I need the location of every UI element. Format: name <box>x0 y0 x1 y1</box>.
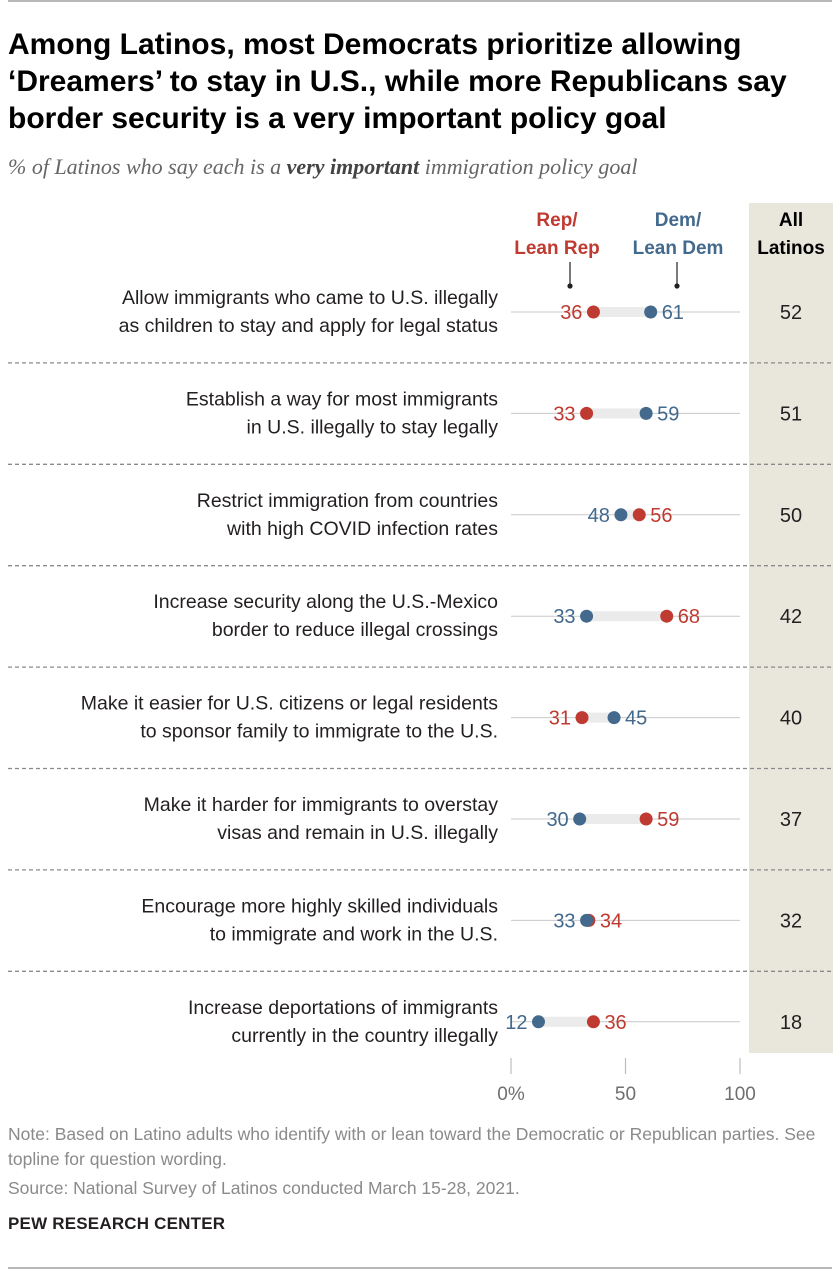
rep-value-label: 59 <box>657 809 679 831</box>
category-label-line2: to immigrate and work in the U.S. <box>210 923 498 945</box>
legend-all-line1: All <box>779 210 803 231</box>
rep-dot <box>580 406 594 420</box>
x-tick-label: 0% <box>497 1084 525 1105</box>
category-label-line1: Encourage more highly skilled individual… <box>141 895 498 917</box>
pew-logo-text: PEW RESEARCH CENTER <box>8 1214 226 1233</box>
category-label-line2: currently in the country illegally <box>231 1025 498 1047</box>
dem-dot <box>607 711 621 725</box>
category-label-line1: Make it easier for U.S. citizens or lega… <box>81 693 499 715</box>
category-label-line1: Increase deportations of immigrants <box>188 997 498 1019</box>
x-tick-label: 50 <box>615 1084 636 1105</box>
rep-dot <box>632 508 646 522</box>
dem-dot <box>580 609 594 623</box>
rep-value-label: 31 <box>549 708 571 730</box>
gap-bar <box>579 814 647 824</box>
gap-bar <box>538 1016 594 1027</box>
dem-value-label: 33 <box>553 606 575 628</box>
rep-dot <box>586 1015 600 1029</box>
category-label-line1: Restrict immigration from countries <box>197 490 498 512</box>
gap-bar <box>593 307 651 317</box>
chart-note: Note: Based on Latino adults who identif… <box>8 1124 816 1169</box>
dem-value-label: 61 <box>662 302 684 324</box>
rep-value-label: 36 <box>604 1012 626 1034</box>
dot-chart: Rep/Lean Rep Dem/Lean Dem All Latinos Allow … <box>8 203 833 1105</box>
category-label-line2: in U.S. illegally to stay legally <box>247 416 499 438</box>
all-latinos-value: 51 <box>780 403 802 425</box>
dem-dot <box>580 913 594 927</box>
legend-rep-line2: Lean Rep <box>514 238 600 259</box>
rep-value-label: 33 <box>553 403 575 425</box>
rep-dot <box>575 711 589 725</box>
all-latinos-value: 32 <box>780 910 802 932</box>
gap-bar <box>586 408 647 419</box>
subtitle-emphasis: very important <box>286 154 420 179</box>
legend-dem-pointer-dot <box>674 283 680 289</box>
chart-subtitle: % of Latinos who say each is a very impo… <box>8 154 832 180</box>
all-latinos-value: 42 <box>780 606 802 628</box>
dem-value-label: 48 <box>588 505 610 527</box>
all-latinos-column <box>749 203 833 1053</box>
dem-value-label: 45 <box>625 708 647 730</box>
gap-bar <box>586 611 667 622</box>
dem-value-label: 33 <box>553 910 575 932</box>
chart-source: Source: National Survey of Latinos condu… <box>8 1178 520 1198</box>
all-latinos-value: 52 <box>780 302 802 324</box>
dem-dot <box>573 812 587 826</box>
category-label-line1: Make it harder for immigrants to oversta… <box>144 794 499 816</box>
category-label-line2: with high COVID infection rates <box>226 518 498 540</box>
legend-all-line2: Latinos <box>757 238 825 259</box>
rep-value-label: 34 <box>600 910 622 932</box>
all-latinos-value: 18 <box>780 1012 802 1034</box>
dem-value-label: 12 <box>505 1012 527 1034</box>
legend-dem-line1: Dem/ <box>655 210 702 231</box>
dem-dot <box>639 406 653 420</box>
rep-value-label: 56 <box>650 505 672 527</box>
rep-value-label: 36 <box>560 302 582 324</box>
gap-bar <box>620 509 640 520</box>
legend-rep-pointer-dot <box>567 283 573 289</box>
category-label-line2: visas and remain in U.S. illegally <box>217 822 498 844</box>
gap-bar <box>581 712 615 723</box>
chart-title: Among Latinos, most Democrats prioritize… <box>8 28 787 135</box>
top-rule <box>8 0 832 2</box>
category-label-line2: to sponsor family to immigrate to the U.… <box>140 721 498 743</box>
category-label-line1: Allow immigrants who came to U.S. illega… <box>122 287 498 309</box>
rep-dot <box>586 305 600 319</box>
rep-dot <box>660 609 674 623</box>
legend-rep-line1: Rep/ <box>536 210 578 231</box>
all-latinos-value: 40 <box>780 708 802 730</box>
rep-dot <box>639 812 653 826</box>
legend-dem-line2: Lean Dem <box>633 238 724 259</box>
dem-dot <box>644 305 658 319</box>
category-label-line1: Increase security along the U.S.-Mexico <box>153 591 498 613</box>
dem-value-label: 30 <box>546 809 568 831</box>
subtitle-pre: % of Latinos who say each is a <box>8 154 287 179</box>
dem-dot <box>614 508 628 522</box>
subtitle-post: immigration policy goal <box>419 154 638 179</box>
x-tick-label: 100 <box>724 1084 756 1105</box>
category-label-line1: Establish a way for most immigrants <box>186 388 498 410</box>
dem-dot <box>531 1015 545 1029</box>
all-latinos-value: 50 <box>780 505 802 527</box>
bottom-rule <box>8 1267 832 1269</box>
all-latinos-value: 37 <box>780 809 802 831</box>
rep-value-label: 68 <box>678 606 700 628</box>
category-label-line2: border to reduce illegal crossings <box>212 619 498 641</box>
dem-value-label: 59 <box>657 403 679 425</box>
category-label-line2: as children to stay and apply for legal … <box>119 315 499 337</box>
